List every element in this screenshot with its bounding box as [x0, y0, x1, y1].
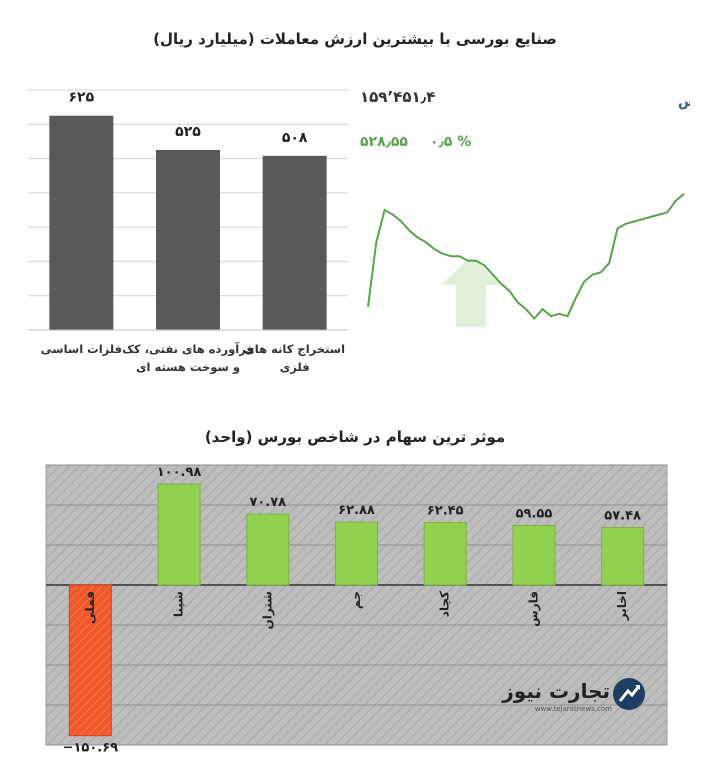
bar-value-label: −۱۵۰.۶۹	[63, 741, 119, 756]
category-label: اخابر	[615, 591, 629, 621]
category-label-line: فلزی	[279, 360, 310, 374]
bar-value-label: ۵۹.۵۵	[516, 506, 553, 521]
bar-value-label: ۷۰.۷۸	[249, 495, 286, 510]
up-arrow-icon	[441, 256, 501, 327]
tejarat-news-logo: تجارت نیوز www.tejaratnews.com	[500, 675, 650, 717]
bar-value-label: ۵۷.۴۸	[604, 509, 641, 524]
logo-url-text: www.tejaratnews.com	[534, 705, 612, 713]
category-label: شپنا	[172, 591, 186, 617]
bar	[262, 155, 327, 330]
bar	[157, 483, 201, 586]
index-line	[367, 193, 685, 321]
bar	[49, 115, 114, 330]
bar-value-label: ۶۲.۴۵	[427, 504, 464, 519]
index-change: ۵۲۸٫۵۵	[360, 134, 408, 150]
index-value: ۱۵۹٬۴۵۱٫۴	[360, 88, 435, 106]
bar-value-label: ۵۲۵	[175, 124, 201, 140]
bar	[246, 513, 290, 586]
category-label: شتران	[260, 591, 274, 630]
bar-value-label: ۶۲.۸۸	[338, 503, 375, 518]
bottom-chart-title: موثر ترین سهام در شاخص بورس (واحد)	[204, 428, 506, 446]
category-label: فلزات اساسی	[11, 340, 151, 358]
bar	[601, 527, 645, 586]
bar-value-label: ۵۰۸	[282, 130, 308, 146]
bar	[512, 524, 556, 586]
category-label: فرآورده های نفتی، کک و سوخت هسته ای	[118, 340, 258, 376]
category-label-line: فلزات اساسی	[40, 342, 123, 356]
category-label: استخراج کانه های فلزی	[225, 340, 365, 376]
bar	[156, 150, 220, 330]
category-label: فملی	[83, 591, 97, 624]
bar	[68, 584, 112, 737]
top-chart-title: صنایع بورسی با بیشترین ارزش معاملات (میل…	[153, 30, 557, 48]
category-label: فارس	[526, 591, 540, 627]
bar-value-label: ۶۲۵	[69, 90, 95, 106]
index-change-pct: ۰٫۵ %	[430, 134, 471, 150]
index-title: کل بورس	[678, 94, 690, 110]
chart-panel	[45, 464, 668, 746]
bar-value-label: ۱۰۰.۹۸	[157, 465, 202, 480]
category-label-line: استخراج کانه های	[244, 342, 346, 356]
logo-emblem-icon	[613, 678, 645, 710]
logo-brand-text: تجارت نیوز	[502, 679, 610, 703]
category-label: کچاد	[438, 591, 452, 617]
bar	[335, 521, 378, 586]
category-label: جم	[349, 591, 363, 609]
category-label-line: و سوخت هسته ای	[136, 360, 240, 374]
category-label-line: فرآورده های نفتی، کک	[122, 342, 254, 356]
bar	[423, 522, 467, 586]
index-line-chart: ۱۵۹٬۴۵۱٫۴ کل بورس ۵۲۸٫۵۵ ۰٫۵ %	[360, 88, 690, 327]
